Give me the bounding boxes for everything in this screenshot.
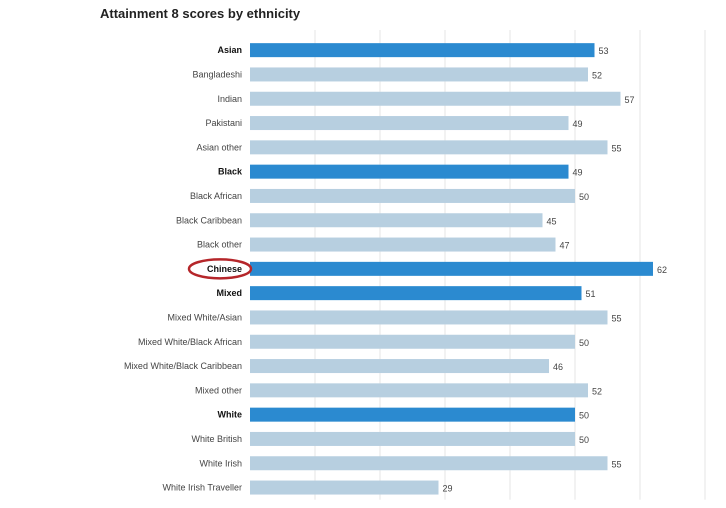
category-label-mixed-white-black-caribbean: Mixed White/Black Caribbean: [124, 361, 242, 371]
bar-mixed-white-black-african: [250, 334, 575, 349]
category-label-black-caribbean: Black Caribbean: [176, 215, 242, 225]
bar-white-irish-traveller: [250, 480, 439, 495]
bar-asian-other: [250, 140, 608, 155]
value-label-white-irish-traveller: 29: [443, 484, 453, 494]
value-label-mixed-white-asian: 55: [612, 313, 622, 323]
category-label-mixed-white-black-african: Mixed White/Black African: [138, 337, 242, 347]
category-label-chinese: Chinese: [207, 264, 242, 274]
value-label-mixed-white-black-caribbean: 46: [553, 362, 563, 372]
value-label-black-other: 47: [560, 241, 570, 251]
labels: Asian 53 Bangladeshi 52 Indian 57 Pakistani 49 A…: [124, 45, 667, 493]
category-label-black-other: Black other: [197, 240, 242, 250]
bar-black: [250, 164, 569, 179]
highlight-circle-chinese: [187, 258, 253, 280]
category-label-black: Black: [218, 167, 243, 177]
bar-white: [250, 407, 575, 422]
bar-black-other: [250, 237, 556, 252]
value-label-indian: 57: [625, 95, 635, 105]
bars: [250, 43, 653, 495]
value-label-asian: 53: [599, 46, 609, 56]
value-label-black-african: 50: [579, 192, 589, 202]
value-label-bangladeshi: 52: [592, 70, 602, 80]
bar-black-african: [250, 188, 575, 203]
value-label-asian-other: 55: [612, 143, 622, 153]
category-label-mixed: Mixed: [216, 288, 242, 298]
category-label-black-african: Black African: [190, 191, 242, 201]
value-label-black: 49: [573, 168, 583, 178]
bar-white-british: [250, 431, 575, 446]
category-label-white-british: White British: [191, 434, 242, 444]
bar-white-irish: [250, 456, 608, 471]
value-label-white-irish: 55: [612, 459, 622, 469]
bar-mixed: [250, 286, 582, 301]
bar-indian: [250, 91, 621, 106]
category-label-white-irish: White Irish: [199, 458, 242, 468]
value-label-chinese: 62: [657, 265, 667, 275]
bar-bangladeshi: [250, 67, 588, 82]
value-label-pakistani: 49: [573, 119, 583, 129]
value-label-white-british: 50: [579, 435, 589, 445]
category-label-mixed-white-asian: Mixed White/Asian: [167, 312, 242, 322]
bar-black-caribbean: [250, 213, 543, 228]
value-label-black-caribbean: 45: [547, 216, 557, 226]
value-label-mixed-other: 52: [592, 386, 602, 396]
bar-chinese: [250, 261, 653, 276]
category-label-asian: Asian: [217, 45, 242, 55]
category-label-indian: Indian: [217, 94, 242, 104]
bar-mixed-white-asian: [250, 310, 608, 325]
value-label-white: 50: [579, 411, 589, 421]
category-label-pakistani: Pakistani: [205, 118, 242, 128]
category-label-white: White: [218, 410, 243, 420]
bar-mixed-other: [250, 383, 588, 398]
category-label-bangladeshi: Bangladeshi: [192, 69, 242, 79]
bar-pakistani: [250, 116, 569, 131]
category-label-mixed-other: Mixed other: [195, 385, 242, 395]
category-label-white-irish-traveller: White Irish Traveller: [162, 483, 242, 493]
value-label-mixed: 51: [586, 289, 596, 299]
category-label-asian-other: Asian other: [196, 142, 242, 152]
bar-asian: [250, 43, 595, 58]
chart-title: Attainment 8 scores by ethnicity: [100, 6, 301, 21]
bar-mixed-white-black-caribbean: [250, 359, 549, 374]
value-label-mixed-white-black-african: 50: [579, 338, 589, 348]
